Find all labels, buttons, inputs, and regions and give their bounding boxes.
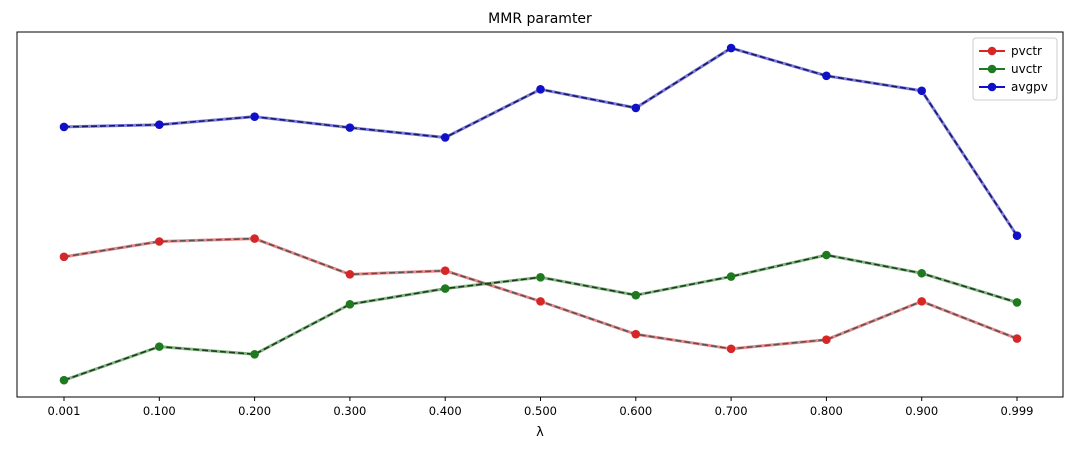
- data-point: [440, 266, 450, 276]
- legend-label: avgpv: [1011, 80, 1048, 94]
- data-point: [1012, 334, 1022, 343]
- data-point: [345, 270, 355, 279]
- data-point: [536, 272, 545, 282]
- x-tick-label: 0.001: [48, 404, 81, 418]
- x-tick-label: 0.100: [143, 404, 176, 418]
- data-point: [536, 85, 545, 94]
- data-point: [250, 112, 259, 121]
- legend-item-pvctr: pvctr: [979, 44, 1042, 58]
- data-point: [155, 237, 164, 246]
- series-line-glow: [63, 237, 1018, 351]
- data-point: [822, 71, 831, 81]
- series-line: [63, 237, 1018, 350]
- series-pvctr: [59, 234, 1022, 354]
- x-axis-label: λ: [536, 425, 544, 440]
- data-point: [440, 284, 450, 293]
- data-point: [726, 344, 736, 354]
- data-point: [917, 297, 926, 306]
- data-point: [440, 133, 450, 142]
- legend-swatch-marker: [987, 82, 997, 92]
- x-tick-label: 0.800: [810, 404, 843, 418]
- data-point: [726, 43, 736, 53]
- legend: pvctr uvctr avgpv: [972, 37, 1058, 101]
- x-axis-ticks: 0.001 0.100 0.200 0.300 0.400 0.500 0.600 0.700…: [48, 397, 1034, 418]
- data-point: [631, 103, 641, 113]
- series-avgpv: [59, 43, 1022, 240]
- series-uvctr: [59, 250, 1022, 385]
- data-point: [345, 299, 355, 309]
- data-point: [155, 120, 164, 130]
- data-point: [155, 342, 164, 351]
- x-tick-label: 0.600: [619, 404, 652, 418]
- data-point: [822, 250, 831, 260]
- data-point: [917, 268, 926, 278]
- chart-title: MMR paramter: [488, 11, 592, 27]
- x-tick-label: 0.200: [238, 404, 271, 418]
- data-point: [631, 329, 641, 339]
- data-point: [1012, 298, 1022, 307]
- x-tick-label: 0.999: [1001, 404, 1034, 418]
- legend-label: uvctr: [1011, 62, 1042, 76]
- data-point: [1012, 231, 1022, 240]
- legend-label: pvctr: [1011, 44, 1042, 58]
- legend-swatch-marker: [987, 46, 997, 56]
- legend-item-avgpv: avgpv: [979, 80, 1048, 94]
- x-tick-label: 0.700: [715, 404, 748, 418]
- series-line: [63, 47, 1018, 237]
- legend-swatch-marker: [987, 64, 997, 74]
- data-point: [917, 86, 926, 96]
- legend-item-uvctr: uvctr: [979, 62, 1042, 76]
- data-point: [631, 290, 641, 300]
- data-point: [822, 335, 831, 344]
- data-point: [536, 297, 545, 306]
- data-point: [250, 349, 259, 359]
- series-layer: [59, 43, 1022, 385]
- data-point: [59, 375, 69, 385]
- x-tick-label: 0.400: [429, 404, 462, 418]
- x-tick-label: 0.300: [333, 404, 366, 418]
- data-point: [59, 122, 69, 132]
- data-point: [726, 272, 736, 281]
- data-point: [345, 123, 355, 132]
- x-tick-label: 0.900: [905, 404, 938, 418]
- x-tick-label: 0.500: [524, 404, 557, 418]
- series-line-glow: [63, 46, 1019, 237]
- data-point: [250, 234, 259, 243]
- data-point: [59, 252, 69, 262]
